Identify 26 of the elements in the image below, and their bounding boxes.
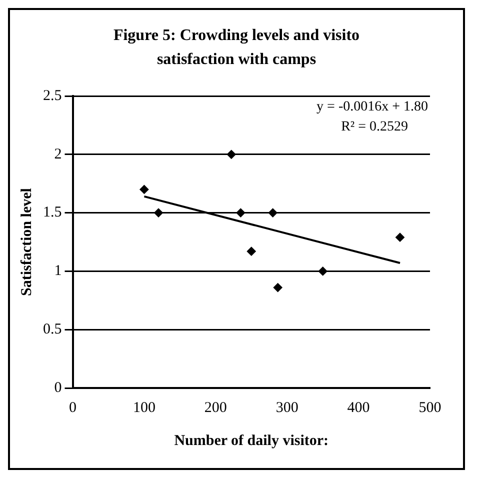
point: [226, 150, 236, 159]
x-tick-label: 300: [276, 400, 298, 416]
x-tick-label: 400: [347, 400, 370, 416]
chart-title: Figure 5: Crowding levels and visito satisfaction with camps: [112, 26, 361, 70]
point: [273, 283, 282, 292]
point: [395, 232, 404, 242]
x-axis-title: Number of daily visitor:: [174, 432, 329, 449]
annotation: R² = 0.2529: [341, 120, 408, 135]
y-tick-label: 2: [54, 146, 62, 162]
point: [236, 208, 246, 218]
y-tick-label: 0: [54, 380, 62, 396]
point: [268, 208, 278, 218]
y-tick-label: 1.5: [43, 204, 62, 221]
y-tick-label: 0.5: [43, 322, 62, 338]
y-tick-label: 1: [54, 263, 62, 280]
point: [246, 246, 256, 256]
y-tick-label: 2.5: [43, 88, 62, 104]
x-tick-label: 500: [418, 400, 442, 416]
point: [140, 184, 149, 194]
x-tick-label: 200: [204, 400, 227, 416]
point: [318, 266, 328, 276]
x-tick-label: 100: [132, 400, 156, 416]
y-axis-title: Satisfaction level: [18, 188, 35, 296]
annotation: y = -0.0016x + 1.80: [316, 100, 428, 115]
point: [154, 208, 163, 218]
x-tick-label: 0: [69, 400, 76, 416]
